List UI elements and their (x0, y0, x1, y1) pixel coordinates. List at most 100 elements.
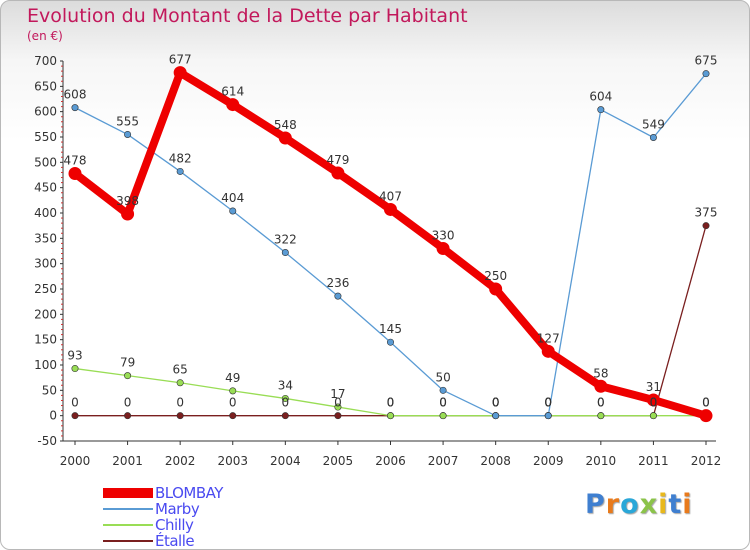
data-label: 250 (484, 269, 507, 283)
x-tick-label: 2006 (375, 454, 406, 468)
data-label: 604 (589, 90, 612, 104)
data-label: 34 (278, 378, 293, 392)
data-point (386, 338, 394, 346)
data-point (124, 372, 132, 380)
legend-swatch (103, 524, 153, 526)
data-point (229, 207, 237, 215)
data-label: 0 (439, 396, 447, 410)
data-point (68, 166, 82, 180)
data-point (331, 166, 345, 180)
logo-letter: r (605, 489, 621, 520)
data-label: 407 (379, 189, 402, 203)
data-point (124, 412, 132, 420)
data-label: 549 (642, 118, 665, 132)
data-point (226, 98, 240, 112)
logo-letter: P (585, 489, 606, 520)
y-tick-label: 400 (34, 206, 57, 220)
legend-swatch (103, 508, 153, 510)
data-label: 0 (71, 396, 79, 410)
data-point (649, 412, 657, 420)
data-label: 0 (387, 396, 395, 410)
legend-label: Chilly (155, 516, 194, 534)
data-point (544, 412, 552, 420)
x-tick-label: 2003 (217, 454, 248, 468)
y-tick-label: 700 (34, 54, 57, 68)
data-point (597, 412, 605, 420)
legend-label: BLOMBAY (155, 484, 223, 502)
data-point (649, 134, 657, 142)
data-label: 404 (221, 191, 244, 205)
data-point (121, 207, 135, 221)
logo-letter: o (620, 489, 640, 520)
data-label: 0 (544, 396, 552, 410)
data-label: 127 (537, 331, 560, 345)
chart-title: Evolution du Montant de la Dette par Hab… (27, 5, 468, 27)
data-point (71, 104, 79, 112)
data-point (176, 167, 184, 175)
data-point (176, 412, 184, 420)
data-label: 0 (492, 396, 500, 410)
y-tick-label: -50 (37, 434, 57, 448)
data-label: 479 (326, 153, 349, 167)
data-point (176, 379, 184, 387)
data-label: 50 (435, 370, 450, 384)
data-label: 0 (650, 396, 658, 410)
data-point (384, 202, 397, 216)
data-point (699, 409, 713, 423)
x-tick-label: 2002 (165, 454, 196, 468)
data-point (386, 412, 394, 420)
data-label: 0 (597, 396, 605, 410)
data-point (436, 241, 450, 255)
y-tick-label: 550 (34, 130, 57, 144)
logo-letter: t (668, 489, 683, 520)
data-label: 675 (695, 54, 718, 68)
y-tick-label: 200 (34, 307, 57, 321)
data-point (229, 412, 237, 420)
y-tick-label: 600 (34, 105, 57, 119)
data-label: 482 (169, 151, 192, 165)
data-label: 0 (282, 396, 290, 410)
data-point (281, 412, 289, 420)
data-label: 0 (544, 396, 552, 410)
data-label: 375 (695, 206, 718, 220)
x-tick-label: 2010 (586, 454, 617, 468)
data-label: 0 (124, 396, 132, 410)
unit-label: (en €) (27, 29, 63, 43)
data-label: 322 (274, 233, 297, 247)
data-point (71, 365, 79, 373)
data-point (281, 394, 289, 402)
data-point (334, 292, 342, 300)
data-label: 49 (225, 371, 240, 385)
data-label: 0 (492, 396, 500, 410)
logo-letter: i (658, 489, 669, 520)
data-label: 0 (492, 396, 500, 410)
data-point (597, 106, 605, 114)
data-point (124, 130, 132, 138)
data-label: 145 (379, 322, 402, 336)
data-label: 236 (326, 276, 349, 290)
proxiti-logo: Proxiti (585, 489, 693, 520)
x-tick-label: 2008 (480, 454, 511, 468)
y-tick-label: 0 (49, 409, 57, 423)
data-label: 677 (169, 53, 192, 67)
data-label: 0 (702, 396, 710, 410)
data-label: 58 (593, 366, 608, 380)
data-label: 0 (387, 396, 395, 410)
y-tick-label: 650 (34, 79, 57, 93)
data-point (489, 282, 503, 296)
data-label: 93 (67, 349, 82, 363)
data-label: 0 (439, 396, 447, 410)
data-point (71, 412, 79, 420)
data-label: 330 (432, 228, 455, 242)
data-label: 548 (274, 118, 297, 132)
data-label: 0 (650, 396, 658, 410)
legend-swatch (103, 488, 153, 498)
y-tick-label: 250 (34, 282, 57, 296)
series-line-marby (74, 73, 707, 417)
data-label: 614 (221, 85, 244, 99)
y-tick-label: 150 (34, 333, 57, 347)
y-tick-label: 350 (34, 231, 57, 245)
